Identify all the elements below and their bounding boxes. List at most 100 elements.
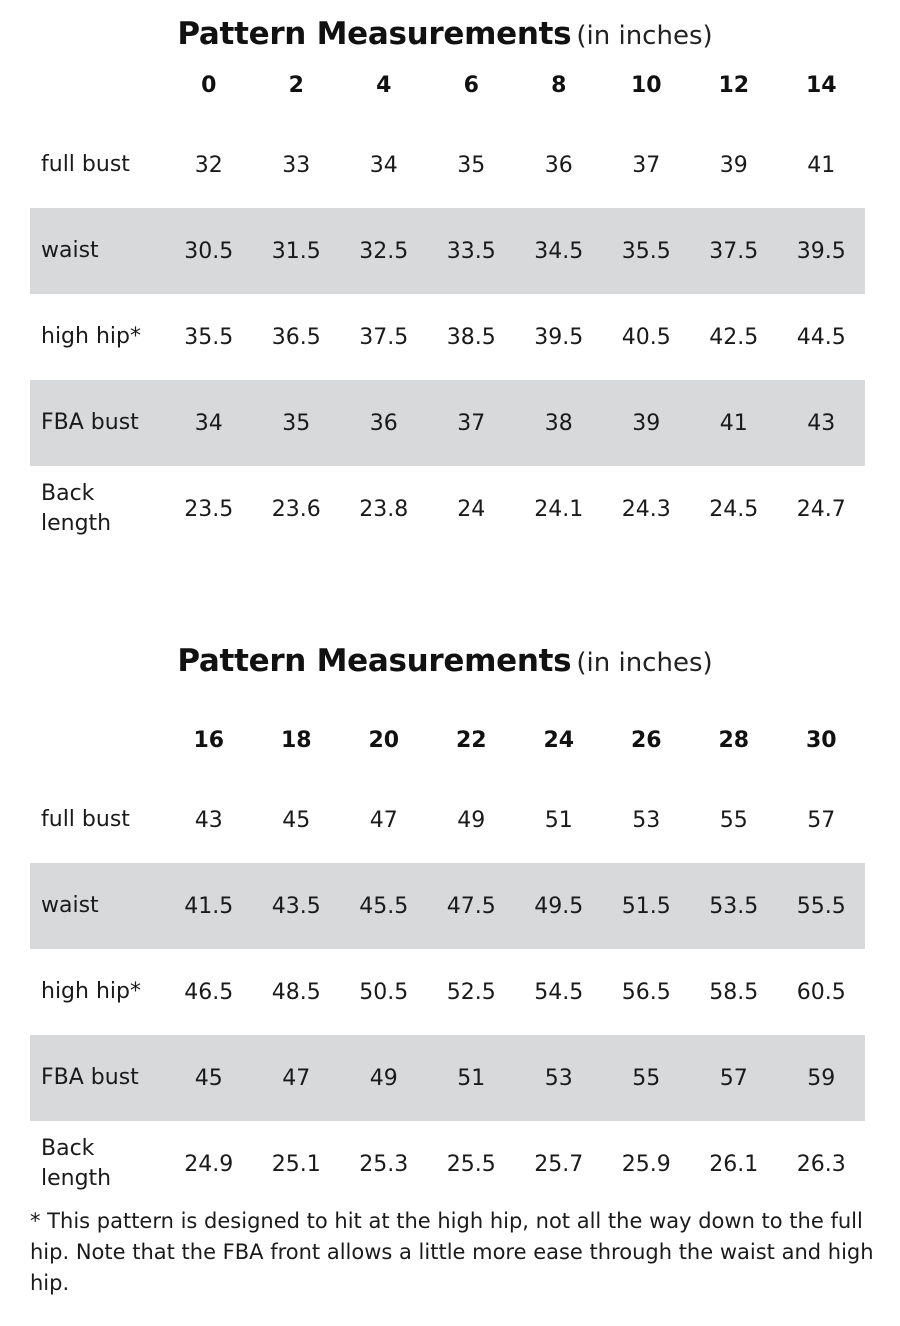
table-cell: 36 [544,152,573,178]
table-cell: 43 [194,807,223,833]
table-cell: 35.5 [621,238,671,264]
size-header: 20 [368,727,400,753]
table-cell: 37 [457,410,486,436]
table-cell: 47.5 [446,893,496,919]
table-cell: 57 [719,1065,748,1091]
table-cell: 41 [807,152,836,178]
table-cell: 39.5 [534,324,584,350]
table-cell: 42.5 [709,324,759,350]
table-cell: 55 [632,1065,661,1091]
table-cell: 38.5 [446,324,496,350]
table-cell: 35.5 [184,324,234,350]
table-cell: 32 [194,152,223,178]
table-row-high-hip: high hip* 46.5 48.5 50.5 52.5 54.5 56.5 … [30,949,865,1035]
footnote: * This pattern is designed to hit at the… [30,1209,874,1295]
table-cell: 25.3 [359,1151,409,1177]
size-header: 14 [805,72,837,98]
row-label: Back length [41,481,112,536]
size-header: 16 [193,727,225,753]
table-cell: 24.3 [621,496,671,522]
table-row-fba-bust: FBA bust 45 47 49 51 53 55 57 59 [30,1035,865,1121]
table-cell: 56.5 [621,979,671,1005]
table-cell: 39.5 [796,238,846,264]
table-cell: 24.5 [709,496,759,522]
measurements-table-sizes-0-14: 0 2 4 6 8 10 12 14 full bust 32 33 34 35… [30,62,865,552]
table-cell: 49.5 [534,893,584,919]
size-header-row: 16 18 20 22 24 26 28 30 [30,717,865,763]
table-cell: 31.5 [271,238,321,264]
table-cell: 38 [544,410,573,436]
table-cell: 45 [194,1065,223,1091]
row-label: full bust [41,807,130,832]
table-row-waist: waist 41.5 43.5 45.5 47.5 49.5 51.5 53.5… [30,863,865,949]
table-title: Pattern Measurements (in inches) [0,19,890,50]
table-cell: 43.5 [271,893,321,919]
table-cell: 45.5 [359,893,409,919]
table-cell: 53 [632,807,661,833]
table-cell: 32.5 [359,238,409,264]
row-label: high hip* [41,324,141,349]
table-cell: 57 [807,807,836,833]
size-header: 6 [463,72,479,98]
table-cell: 58.5 [709,979,759,1005]
table-cell: 55.5 [796,893,846,919]
size-header: 30 [805,727,837,753]
table-cell: 40.5 [621,324,671,350]
table-cell: 30.5 [184,238,234,264]
table-cell: 49 [369,1065,398,1091]
size-header: 24 [543,727,575,753]
table-cell: 44.5 [796,324,846,350]
table-cell: 54.5 [534,979,584,1005]
table-cell: 39 [719,152,748,178]
size-header: 26 [630,727,662,753]
measurements-table-sizes-16-30: 16 18 20 22 24 26 28 30 full bust 43 45 … [30,717,865,1207]
size-header: 0 [201,72,217,98]
table-cell: 33 [282,152,311,178]
table-cell: 53.5 [709,893,759,919]
row-label: FBA bust [41,1065,139,1090]
title-main: Pattern Measurements [177,643,572,679]
table-row-fba-bust: FBA bust 34 35 36 37 38 39 41 43 [30,380,865,466]
table-row-back-length: Back length 24.9 25.1 25.3 25.5 25.7 25.… [30,1121,865,1207]
table-cell: 52.5 [446,979,496,1005]
table-cell: 47 [282,1065,311,1091]
table-cell: 37 [632,152,661,178]
table-cell: 25.9 [621,1151,671,1177]
table-cell: 49 [457,807,486,833]
table-cell: 51 [544,807,573,833]
size-header: 18 [280,727,312,753]
row-label: waist [41,893,99,918]
table-cell: 23.6 [271,496,321,522]
table-row-back-length: Back length 23.5 23.6 23.8 24 24.1 24.3 … [30,466,865,552]
size-header: 28 [718,727,750,753]
size-header-row: 0 2 4 6 8 10 12 14 [30,62,865,108]
table-cell: 35 [457,152,486,178]
table-cell: 43 [807,410,836,436]
table-cell: 25.1 [271,1151,321,1177]
table-cell: 24.9 [184,1151,234,1177]
size-header: 10 [630,72,662,98]
table-cell: 37.5 [709,238,759,264]
table-row-full-bust: full bust 32 33 34 35 36 37 39 41 [30,122,865,208]
size-header: 4 [376,72,392,98]
table-cell: 59 [807,1065,836,1091]
table-cell: 53 [544,1065,573,1091]
table-cell: 41.5 [184,893,234,919]
table-cell: 36 [369,410,398,436]
row-label: Back length [41,1136,112,1191]
table-cell: 34 [194,410,223,436]
table-cell: 47 [369,807,398,833]
table-cell: 35 [282,410,311,436]
table-row-waist: waist 30.5 31.5 32.5 33.5 34.5 35.5 37.5… [30,208,865,294]
size-header: 12 [718,72,750,98]
table-title: Pattern Measurements (in inches) [0,646,890,677]
title-unit: (in inches) [576,648,713,678]
table-cell: 25.5 [446,1151,496,1177]
table-cell: 24 [457,496,486,522]
table-cell: 51.5 [621,893,671,919]
table-cell: 34.5 [534,238,584,264]
table-cell: 48.5 [271,979,321,1005]
size-header: 8 [551,72,567,98]
table-cell: 24.7 [796,496,846,522]
table-cell: 46.5 [184,979,234,1005]
